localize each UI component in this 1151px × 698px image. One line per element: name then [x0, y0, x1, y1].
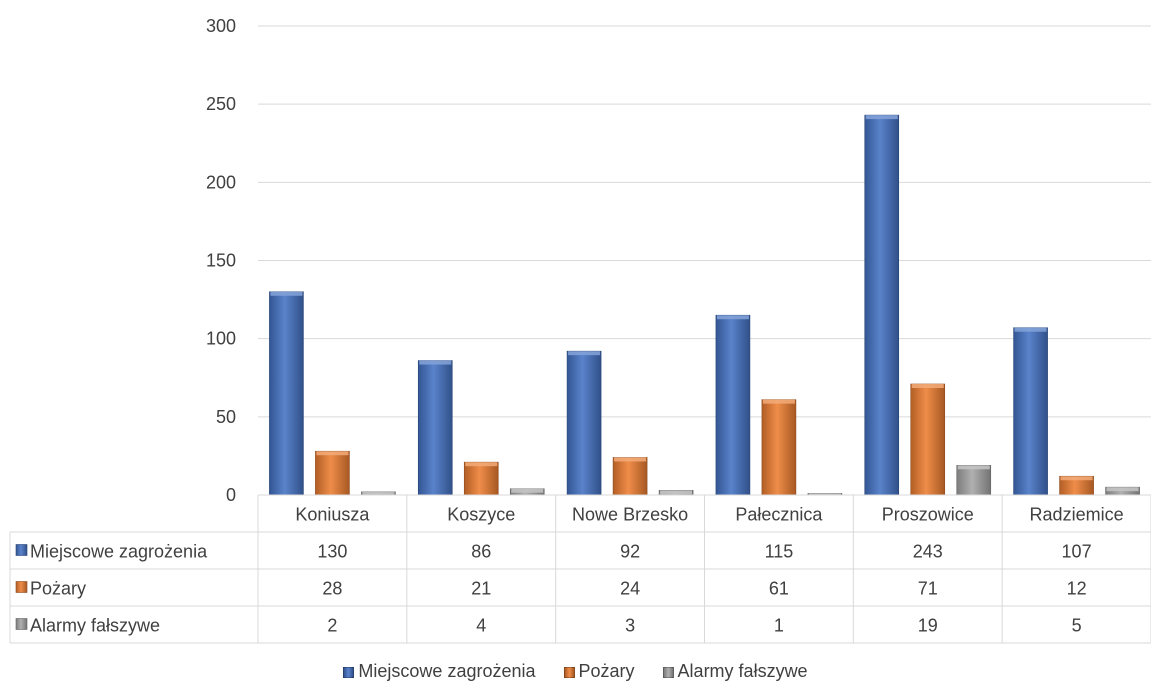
bar-top-bevel: [316, 451, 349, 456]
legend-item: Alarmy fałszywe: [662, 660, 808, 682]
bar-top-bevel: [716, 315, 749, 320]
data-label: 61: [769, 579, 789, 599]
data-table: Koniusza Koszyce Nowe Brzesko Pałecznica Pro…: [9, 494, 1151, 644]
data-label: 1: [774, 616, 784, 636]
y-tick-label: 200: [206, 172, 236, 192]
x-tick-label: Nowe Brzesko: [572, 505, 688, 525]
table-series-label: Miejscowe zagrożenia: [30, 542, 208, 562]
x-tick-label: Pałecznica: [735, 505, 823, 525]
bar-top-bevel: [911, 384, 944, 389]
table-legend-key: [15, 544, 28, 556]
legend-label: Alarmy fałszywe: [677, 660, 808, 681]
bar-top-bevel: [362, 491, 395, 495]
bar-top-bevel: [1106, 487, 1139, 492]
bar-top-bevel: [808, 493, 841, 495]
bar-top-bevel: [865, 115, 898, 120]
bar: [566, 350, 602, 496]
data-label: 2: [327, 616, 337, 636]
bar-top-bevel: [568, 351, 601, 356]
bar-top-bevel: [1060, 476, 1093, 481]
bar-top-bevel: [1014, 327, 1047, 332]
data-label: 86: [471, 542, 491, 562]
x-tick-label: Koszyce: [447, 505, 515, 525]
y-tick-label: 50: [216, 407, 236, 427]
table-series-label: Alarmy fałszywe: [30, 616, 160, 636]
y-tick-label: 150: [206, 251, 236, 271]
legend: Miejscowe zagrożenia Pożary Alarmy fałszyw…: [0, 660, 1151, 682]
y-tick-label: 100: [206, 329, 236, 349]
bar-top-bevel: [957, 465, 990, 470]
data-label: 243: [913, 542, 943, 562]
bar: [864, 114, 900, 496]
y-tick-label: 0: [226, 485, 236, 505]
y-tick-label: 300: [206, 16, 236, 36]
gridlines: [258, 25, 1151, 418]
bar: [956, 464, 992, 496]
bar: [315, 450, 350, 496]
data-label: 5: [1072, 616, 1082, 636]
bar: [1013, 327, 1048, 496]
legend-item: Pożary: [563, 660, 635, 682]
bar-top-bevel: [614, 457, 647, 462]
bar: [269, 291, 304, 496]
legend-swatch: [662, 666, 674, 678]
bar: [761, 399, 797, 496]
bars: [269, 114, 1140, 496]
bar-top-bevel: [419, 360, 452, 365]
x-tick-label: Proszowice: [882, 505, 974, 525]
bar: [612, 457, 648, 496]
bar-top-bevel: [762, 399, 795, 404]
x-tick-label: Koniusza: [295, 505, 370, 525]
y-tick-label: 250: [206, 94, 236, 114]
bar: [910, 383, 946, 496]
legend-swatch: [343, 666, 355, 678]
data-label: 12: [1067, 579, 1087, 599]
x-tick-label: Radziemice: [1030, 505, 1124, 525]
bar: [715, 314, 751, 496]
bar: [463, 461, 499, 496]
bar-top-bevel: [660, 490, 693, 495]
legend-label: Pożary: [578, 660, 635, 681]
data-label: 115: [765, 542, 794, 562]
data-label: 130: [317, 542, 347, 562]
bar-top-bevel: [465, 462, 498, 467]
y-axis-ticks: 0 50 100 150 200 250 300: [206, 16, 236, 505]
table-legend-key: [15, 618, 28, 630]
data-label: 21: [471, 579, 491, 599]
data-label: 24: [620, 579, 640, 599]
data-label: 107: [1062, 542, 1092, 562]
bar-top-bevel: [511, 488, 544, 493]
data-label: 92: [620, 542, 640, 562]
bar-top-bevel: [270, 291, 303, 296]
table-series-label: Pożary: [30, 579, 86, 599]
data-label: 71: [918, 579, 938, 599]
bar: [417, 360, 453, 496]
legend-label: Miejscowe zagrożenia: [358, 660, 536, 681]
data-label: 28: [322, 579, 342, 599]
legend-item: Miejscowe zagrożenia: [343, 660, 536, 682]
data-label: 3: [625, 616, 635, 636]
data-label: 4: [476, 616, 486, 636]
data-label: 19: [918, 616, 938, 636]
legend-swatch: [563, 666, 575, 678]
table-legend-key: [15, 581, 28, 593]
